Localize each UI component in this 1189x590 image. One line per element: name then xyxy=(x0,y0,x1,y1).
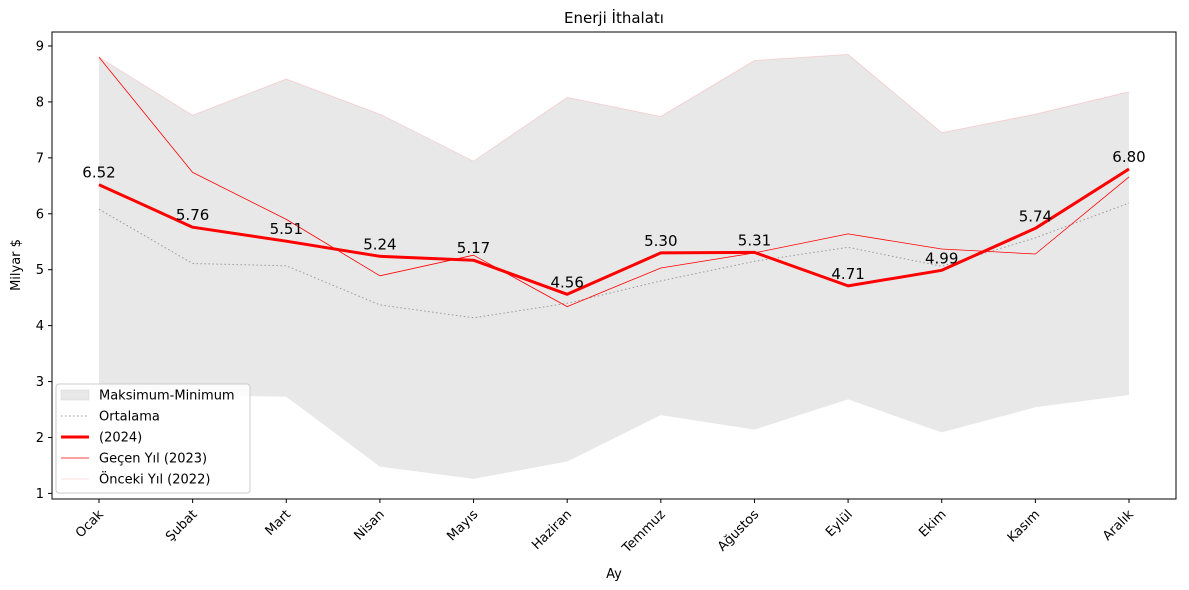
x-tick-label: Haziran xyxy=(529,507,575,553)
legend: Maksimum-Minimum Ortalama (2024) Geçen Yıl… xyxy=(55,383,251,494)
series-line-0 xyxy=(98,202,1130,319)
legend-box xyxy=(55,383,251,494)
y-tick-label: 7 xyxy=(36,151,44,166)
y-tick-label: 2 xyxy=(36,431,44,446)
x-tick-label: Mart xyxy=(263,507,295,539)
series-line-3 xyxy=(98,54,1130,162)
x-tick-label: Şubat xyxy=(163,507,200,544)
band-max-min xyxy=(99,54,1129,479)
y-tick-label: 5 xyxy=(36,263,44,278)
data-label: 5.17 xyxy=(457,239,490,257)
data-label: 5.51 xyxy=(270,220,303,238)
legend-label-0: Ortalama xyxy=(99,410,160,425)
series-line-1 xyxy=(98,167,1130,296)
legend-label-band: Maksimum-Minimum xyxy=(99,389,235,404)
y-tick-label: 9 xyxy=(36,39,44,54)
legend-swatch-band xyxy=(60,389,90,401)
x-axis-label: Ay xyxy=(606,567,622,582)
x-tick-label: Ağustos xyxy=(715,507,763,555)
x-tick-label: Ekim xyxy=(916,507,949,540)
x-tick-label: Ocak xyxy=(73,507,107,541)
x-tick-label: Mayıs xyxy=(444,507,481,544)
y-tick-label: 1 xyxy=(36,487,44,502)
x-tick-label: Kasım xyxy=(1005,507,1043,545)
y-tick-label: 6 xyxy=(36,207,44,222)
chart-title: Enerji İthalatı xyxy=(564,8,664,27)
data-label: 6.80 xyxy=(1112,148,1145,166)
data-label: 4.99 xyxy=(925,249,958,267)
y-tick-label: 8 xyxy=(36,95,44,110)
x-tick-label: Temmuz xyxy=(619,507,669,557)
y-tick-label: 4 xyxy=(36,319,44,334)
data-label: 4.71 xyxy=(831,265,864,283)
data-label: 5.24 xyxy=(363,235,396,253)
legend-label-3: Önceki Yıl (2022) xyxy=(99,471,210,488)
data-label: 4.56 xyxy=(550,273,583,291)
x-tick-label: Nisan xyxy=(351,507,387,543)
y-axis-label: Milyar $ xyxy=(9,239,24,291)
legend-label-2: Geçen Yıl (2023) xyxy=(99,452,207,467)
y-tick-label: 3 xyxy=(36,375,44,390)
legend-label-1: (2024) xyxy=(99,431,142,446)
x-tick-label: Aralık xyxy=(1100,507,1137,544)
x-tick-label: Eylül xyxy=(823,507,856,540)
data-label: 5.31 xyxy=(738,231,771,249)
series-line-2 xyxy=(98,56,1130,308)
plot-frame xyxy=(51,31,1177,500)
data-label: 5.30 xyxy=(644,232,677,250)
data-label: 6.52 xyxy=(82,164,115,182)
data-label: 5.76 xyxy=(176,206,209,224)
data-label: 5.74 xyxy=(1019,207,1052,225)
